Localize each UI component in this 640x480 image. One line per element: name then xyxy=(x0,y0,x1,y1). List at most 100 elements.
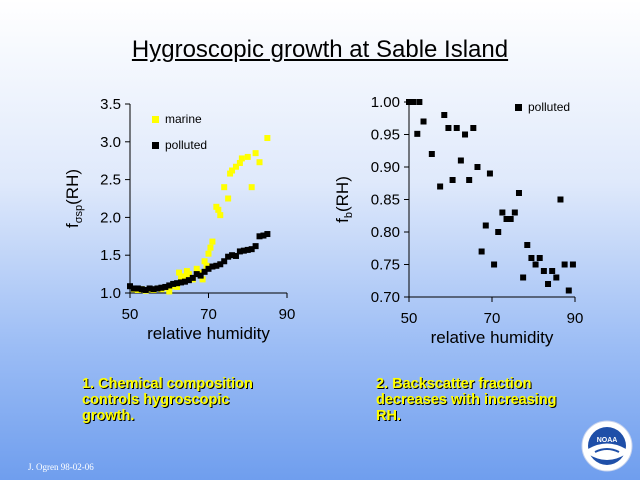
data-point-polluted xyxy=(240,247,247,254)
x-tick-label: 70 xyxy=(200,306,217,323)
data-point-polluted xyxy=(205,265,212,272)
data-point-polluted xyxy=(178,279,185,286)
data-point-polluted xyxy=(166,282,173,289)
data-point-polluted xyxy=(127,283,133,290)
data-point-polluted xyxy=(225,253,232,260)
data-point-polluted xyxy=(453,125,460,131)
data-point-polluted xyxy=(256,233,263,240)
legend-label-polluted: polluted xyxy=(165,138,207,152)
data-point-polluted xyxy=(491,261,498,268)
y-tick-label: 0.75 xyxy=(371,257,400,274)
x-tick-label: 90 xyxy=(567,310,584,327)
data-point-polluted xyxy=(185,277,192,284)
data-point-polluted xyxy=(170,280,177,287)
y-tick-label: 1.00 xyxy=(371,94,400,111)
data-point-polluted xyxy=(146,285,153,292)
data-point-marine xyxy=(213,203,220,210)
legend-marker-marine xyxy=(152,116,159,123)
y-tick-label: 2.5 xyxy=(100,172,121,189)
caption-backscatter-fraction: 2. Backscatter fraction decreases with i… xyxy=(376,376,557,425)
data-point-polluted xyxy=(441,112,448,118)
data-point-polluted xyxy=(507,216,514,222)
data-point-marine xyxy=(178,275,185,282)
data-point-polluted xyxy=(482,222,489,229)
data-point-marine xyxy=(174,283,181,290)
data-point-polluted xyxy=(236,248,243,255)
data-point-polluted xyxy=(260,232,267,239)
data-point-polluted xyxy=(217,261,224,268)
data-point-polluted xyxy=(565,287,572,294)
data-point-polluted xyxy=(524,242,531,248)
data-point-polluted xyxy=(495,229,502,235)
data-point-polluted xyxy=(449,177,456,183)
data-point-marine xyxy=(221,184,228,191)
data-point-polluted xyxy=(248,246,255,253)
data-point-polluted xyxy=(264,231,271,238)
data-point-marine xyxy=(203,262,210,269)
y-axis-label: fb(RH) xyxy=(333,176,355,223)
data-point-polluted xyxy=(466,177,473,183)
data-point-polluted xyxy=(561,261,568,268)
legend-marker-polluted xyxy=(515,104,522,111)
y-tick-label: 1.5 xyxy=(100,247,121,264)
data-point-marine xyxy=(183,268,190,275)
caption-line: decreases with increasing xyxy=(376,392,557,409)
data-point-marine xyxy=(197,269,204,276)
data-point-polluted xyxy=(420,118,427,125)
y-tick-label: 2.0 xyxy=(100,209,121,226)
data-point-marine xyxy=(209,238,216,245)
x-tick-label: 70 xyxy=(484,310,501,327)
data-point-marine xyxy=(205,250,212,257)
legend-marker-polluted xyxy=(152,142,159,149)
caption-line: controls hygroscopic xyxy=(82,392,230,409)
data-point-polluted xyxy=(138,286,145,293)
data-point-polluted xyxy=(428,151,435,157)
y-tick-label: 3.5 xyxy=(100,96,121,113)
data-point-marine xyxy=(244,153,251,160)
data-point-marine xyxy=(227,170,234,177)
data-point-polluted xyxy=(536,255,543,261)
x-tick-label: 90 xyxy=(279,306,296,323)
data-point-polluted xyxy=(478,248,485,255)
data-point-polluted xyxy=(511,209,518,216)
data-point-polluted xyxy=(181,278,188,285)
data-point-polluted xyxy=(130,285,137,292)
data-point-marine xyxy=(215,206,222,213)
data-point-marine xyxy=(193,265,200,272)
data-point-marine xyxy=(217,212,224,219)
data-point-polluted xyxy=(174,280,181,287)
data-point-marine xyxy=(181,273,188,280)
data-point-marine xyxy=(201,258,208,265)
caption-chemical-composition: 1. Chemical composition controls hygrosc… xyxy=(82,376,253,425)
data-point-polluted xyxy=(244,246,251,253)
data-point-polluted xyxy=(252,243,259,250)
data-point-polluted xyxy=(569,261,576,268)
data-point-polluted xyxy=(229,252,236,259)
data-point-polluted xyxy=(134,285,141,292)
data-point-polluted xyxy=(142,286,149,293)
data-point-polluted xyxy=(193,271,200,278)
data-point-polluted xyxy=(470,125,477,131)
data-point-polluted xyxy=(486,170,493,177)
left-chart: 1.0 1.5 2.0 2.5 3.0 3.5 50 70 90 relative humidit… xyxy=(63,96,296,343)
data-point-polluted xyxy=(499,209,506,216)
slide-title: Hygroscopic growth at Sable Island xyxy=(131,36,509,63)
data-point-polluted xyxy=(221,258,228,265)
data-point-polluted xyxy=(503,216,510,222)
data-point-polluted xyxy=(213,262,220,269)
data-point-polluted xyxy=(416,99,423,105)
data-point-marine xyxy=(207,244,214,251)
data-point-polluted xyxy=(532,261,539,268)
data-point-polluted xyxy=(201,268,208,275)
y-tick-label: 0.80 xyxy=(371,224,400,241)
data-point-polluted xyxy=(410,99,417,105)
y-tick-label: 0.95 xyxy=(371,127,400,144)
data-point-polluted xyxy=(154,285,161,292)
data-point-polluted xyxy=(515,190,522,196)
data-point-polluted xyxy=(232,252,239,259)
data-point-polluted xyxy=(162,283,169,290)
data-point-polluted xyxy=(158,284,165,291)
data-point-polluted xyxy=(445,125,452,131)
right-chart: 0.70 0.75 0.80 0.85 0.90 0.95 1.00 50 70 90 relati… xyxy=(333,94,584,347)
data-point-polluted xyxy=(549,268,556,274)
